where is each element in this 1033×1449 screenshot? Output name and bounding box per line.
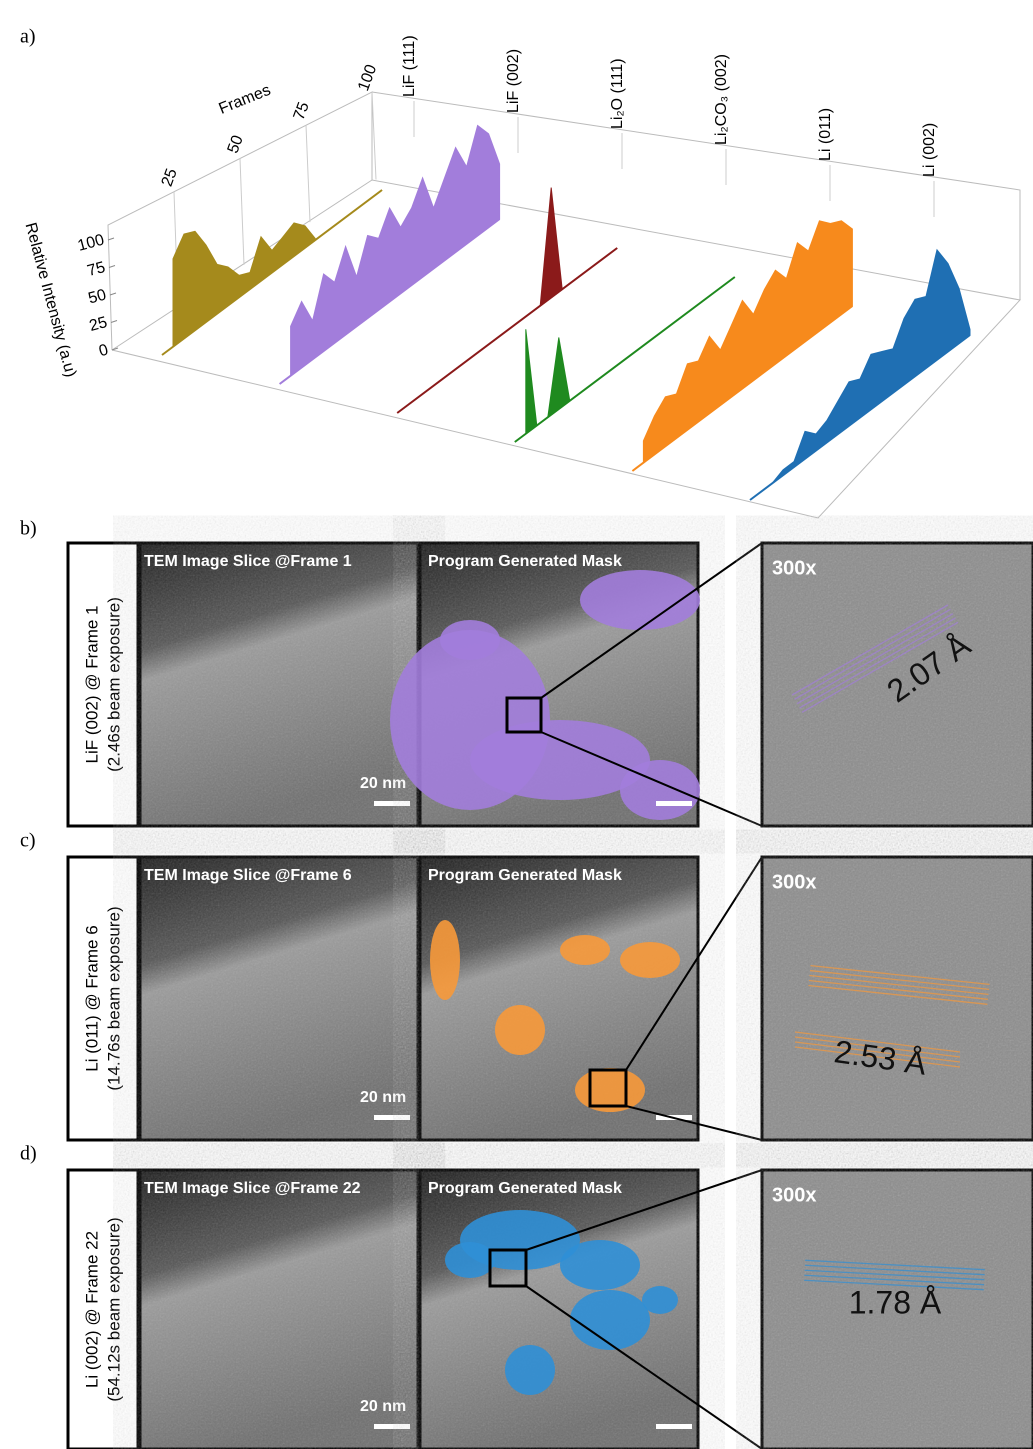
- mask-region: [440, 620, 500, 660]
- category-label: LiF (111): [401, 35, 418, 97]
- y-tick-label: 25: [88, 314, 110, 335]
- scale-label: 20 nm: [360, 775, 406, 792]
- row-exposure: (14.76s beam exposure): [104, 906, 123, 1090]
- category-label: Li₂CO₃ (002): [713, 54, 730, 145]
- tick-mark: [110, 293, 116, 295]
- y-tick-label: 50: [87, 286, 109, 307]
- scale-bar: [656, 801, 692, 806]
- figure: a)b)c)d)255075100Frames0255075100Relativ…: [0, 0, 1033, 1449]
- row-label: Li (002) @ Frame 22: [82, 1231, 101, 1388]
- row-exposure: (2.46s beam exposure): [104, 597, 123, 772]
- x-tick-label: 25: [159, 166, 181, 189]
- panel-label: b): [20, 518, 37, 540]
- y-tick-label: 75: [86, 259, 108, 280]
- mask-region: [505, 1345, 555, 1395]
- mask-caption: Program Generated Mask: [428, 867, 622, 884]
- tem-caption: TEM Image Slice @Frame 22: [144, 1180, 361, 1197]
- scale-label: 20 nm: [360, 1089, 406, 1106]
- mask-region: [620, 942, 680, 978]
- scale-bar: [656, 1424, 692, 1429]
- x-tick-label: 100: [355, 62, 380, 93]
- scale-label: 20 nm: [360, 1398, 406, 1415]
- row-exposure: (54.12s beam exposure): [104, 1217, 123, 1401]
- mask-texture: [421, 858, 697, 1139]
- chart-frame: [108, 92, 1020, 518]
- mask-region: [560, 935, 610, 965]
- d-spacing: 1.78 Å: [849, 1284, 942, 1320]
- scale-bar: [374, 1424, 410, 1429]
- mask-region: [445, 1242, 495, 1278]
- scale-bar: [374, 801, 410, 806]
- zoom-caption: 300x: [772, 1184, 817, 1206]
- mask-region: [430, 920, 460, 1000]
- tick-mark: [109, 266, 115, 268]
- category-label: Li (011): [817, 108, 834, 161]
- panel-label: a): [20, 26, 36, 48]
- y-tick-label: 100: [76, 231, 106, 254]
- x-tick-label: 75: [291, 100, 313, 123]
- mask-region: [495, 1005, 545, 1055]
- x-axis-label: Frames: [217, 82, 274, 118]
- zoom-caption: 300x: [772, 557, 817, 579]
- category-label: Li (002): [921, 123, 938, 177]
- label-box: [68, 1170, 138, 1449]
- row-label: Li (011) @ Frame 6: [82, 925, 101, 1071]
- y-axis-label: Relative Intensity (a.u): [21, 221, 79, 379]
- label-box: [68, 543, 138, 826]
- row-label: LiF (002) @ Frame 1: [82, 605, 101, 763]
- mask-region: [620, 760, 700, 820]
- category-label: LiF (002): [505, 49, 522, 113]
- zoom-texture: [763, 858, 1033, 1139]
- mask-region: [560, 1240, 640, 1290]
- scale-bar: [374, 1115, 410, 1120]
- panel-label: c): [20, 830, 36, 852]
- zoom-caption: 300x: [772, 871, 817, 893]
- grid-line: [306, 125, 310, 222]
- tem-caption: TEM Image Slice @Frame 1: [144, 553, 352, 570]
- area: [291, 126, 500, 376]
- label-box: [68, 857, 138, 1140]
- area: [643, 221, 852, 463]
- mask-caption: Program Generated Mask: [428, 553, 622, 570]
- grid-line: [240, 159, 244, 265]
- mask-region: [642, 1286, 678, 1314]
- tem-caption: TEM Image Slice @Frame 6: [144, 867, 352, 884]
- tick-mark: [111, 321, 117, 323]
- mask-caption: Program Generated Mask: [428, 1180, 622, 1197]
- panel-label: d): [20, 1143, 37, 1165]
- mask-region: [570, 1290, 650, 1350]
- y-tick-label: 0: [97, 341, 110, 360]
- x-tick-label: 50: [225, 133, 247, 156]
- category-label: Li₂O (111): [609, 58, 626, 129]
- grid-line: [372, 92, 376, 180]
